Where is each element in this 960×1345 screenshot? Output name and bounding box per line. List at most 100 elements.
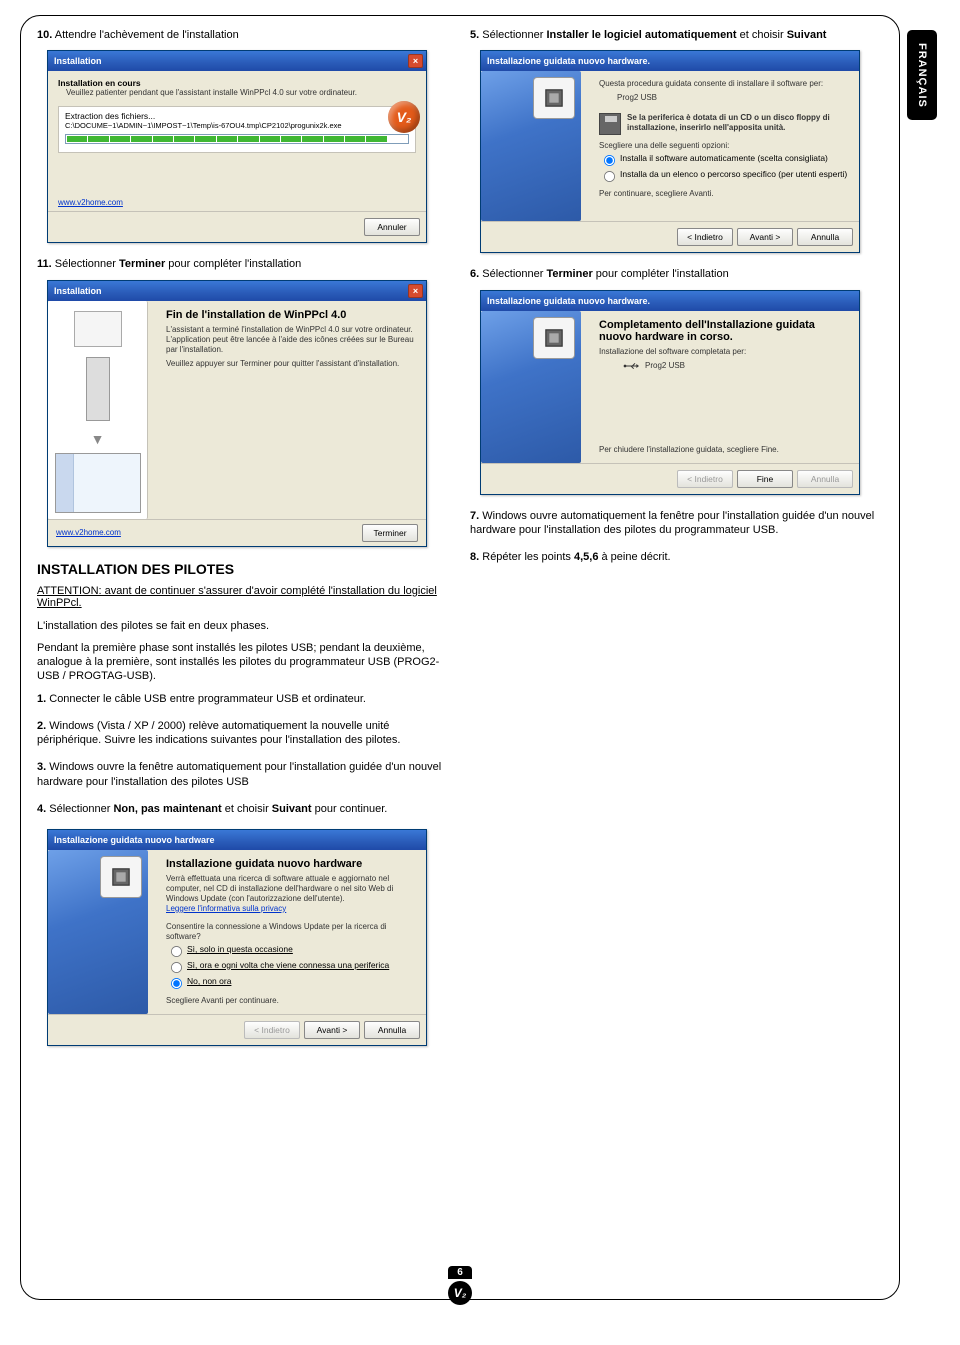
radio-auto[interactable]: Installa il software automaticamente (sc… (603, 153, 849, 167)
close-icon[interactable]: × (408, 284, 423, 298)
choose-option: Scegliere una delle seguenti opzioni: (599, 141, 849, 151)
install-header: Installation en cours (58, 78, 416, 88)
hardware-icon (533, 317, 575, 359)
right-column: 5. Sélectionner Installer le logiciel au… (470, 28, 883, 1060)
back-button: < Indietro (677, 470, 733, 488)
install-progress-dialog: Installation × V₂ Installation en cours … (47, 50, 427, 243)
done-heading: Completamento dell'Installazione guidata… (599, 319, 849, 343)
finish-heading: Fin de l'installation de WinPPcl 4.0 (166, 309, 416, 321)
device-name: Prog2 USB (645, 361, 685, 371)
hw-wizard-auto-dialog: Installazione guidata nuovo hardware. Qu… (480, 50, 860, 253)
privacy-link[interactable]: Leggere l'informativa sulla privacy (166, 904, 286, 913)
mini-screenshot-icon (55, 453, 141, 513)
cancel-button[interactable]: Annulla (797, 228, 853, 246)
step-text-before: Sélectionner (55, 258, 119, 270)
usb-icon (623, 361, 639, 371)
step-11: 11. Sélectionner Terminer pour compléter… (37, 257, 450, 271)
wiz-heading: Installazione guidata nuovo hardware (166, 858, 416, 870)
dialog-titlebar: Installazione guidata nuovo hardware. (481, 51, 859, 71)
step-number: 11. (37, 258, 52, 270)
columns: 10. Attendre l'achèvement de l'installat… (37, 28, 883, 1060)
device-thumb-icon (74, 311, 122, 347)
hw-wizard-start-dialog: Installazione guidata nuovo hardware Ins… (47, 829, 427, 1046)
usb-device-icon (86, 357, 110, 421)
cancel-button[interactable]: Annuler (364, 218, 420, 236)
dialog-body: ▼ Fin de l'installation de WinPPcl 4.0 L… (48, 301, 426, 519)
radio-option-3[interactable]: No, non ora (170, 976, 416, 990)
next-button[interactable]: Avanti > (304, 1021, 360, 1039)
finish-button[interactable]: Terminer (362, 524, 418, 542)
extract-box: Extraction des fichiers... C:\DOCUME~1\A… (58, 106, 416, 153)
floppy-icon (599, 113, 621, 135)
v2home-link[interactable]: www.v2home.com (56, 528, 121, 537)
wizard-side-panel (481, 311, 581, 463)
step-number: 6. (470, 268, 479, 280)
driver-steps-list-right: 7. Windows ouvre automatiquement la fenê… (470, 509, 883, 566)
step-5: 5. Sélectionner Installer le logiciel au… (470, 28, 883, 42)
extract-path: C:\DOCUME~1\ADMIN~1\IMPOST~1\Temp\is-67O… (65, 121, 409, 130)
install-finish-dialog: Installation × ▼ Fin de l'installation d… (47, 280, 427, 547)
dialog-title: Installazione guidata nuovo hardware (54, 835, 215, 845)
driver-warning: ATTENTION: avant de continuer s'assurer … (37, 585, 450, 609)
dialog-footer: < Indietro Avanti > Annulla (481, 221, 859, 252)
left-column: 10. Attendre l'achèvement de l'installat… (37, 28, 450, 1060)
hardware-icon (533, 77, 575, 119)
list-item: 2. Windows (Vista / XP / 2000) relève au… (37, 719, 450, 749)
dialog-title: Installazione guidata nuovo hardware. (487, 56, 650, 66)
dialog-titlebar: Installation × (48, 281, 426, 301)
language-tab: FRANÇAIS (907, 30, 937, 120)
page-frame: FRANÇAIS 10. Attendre l'achèvement de l'… (20, 15, 900, 1300)
dialog-body: Installazione guidata nuovo hardware Ver… (48, 850, 426, 1014)
dialog-body: Completamento dell'Installazione guidata… (481, 311, 859, 463)
dialog-footer: < Indietro Fine Annulla (481, 463, 859, 494)
dialog-title: Installation (54, 56, 102, 66)
wizard-side-panel: ▼ (48, 301, 148, 519)
wiz-intro: Verrà effettuata una ricerca di software… (166, 874, 416, 904)
consent-question: Consentire la connessione a Windows Upda… (166, 922, 416, 942)
wizard-content: Questa procedura guidata consente di ins… (589, 71, 859, 221)
next-button[interactable]: Avanti > (737, 228, 793, 246)
dialog-footer: Annuler (48, 211, 426, 242)
step-bold: Terminer (119, 258, 165, 270)
finish-body-1: L'assistant a terminé l'installation de … (166, 325, 416, 355)
list-item: 7. Windows ouvre automatiquement la fenê… (470, 509, 883, 539)
done-text: Installazione del software completata pe… (599, 347, 849, 357)
dialog-body: Questa procedura guidata consente di ins… (481, 71, 859, 221)
list-item: 3. Windows ouvre la fenêtre automatiquem… (37, 760, 450, 790)
plus-icon: ▼ (54, 431, 141, 447)
page-footer: 6 V₂ (448, 1266, 472, 1305)
hw-wizard-done-dialog: Installazione guidata nuovo hardware. Co… (480, 290, 860, 495)
wizard-side-panel (481, 71, 581, 221)
back-button[interactable]: < Indietro (677, 228, 733, 246)
step-number: 5. (470, 29, 479, 41)
cancel-button: Annulla (797, 470, 853, 488)
v2home-link[interactable]: www.v2home.com (58, 198, 123, 207)
driver-steps-list: 1. Connecter le câble USB entre programm… (37, 692, 450, 817)
close-icon[interactable]: × (408, 54, 423, 68)
cancel-button[interactable]: Annulla (364, 1021, 420, 1039)
radio-manual[interactable]: Installa da un elenco o percorso specifi… (603, 169, 849, 183)
driver-intro-1: L'installation des pilotes se fait en de… (37, 619, 450, 633)
step-text-after: pour compléter l'installation (165, 258, 301, 270)
step-text: Attendre l'achèvement de l'installation (55, 29, 239, 41)
radio-option-2[interactable]: Sì, ora e ogni volta che viene connessa … (170, 960, 416, 974)
next-hint: Per continuare, scegliere Avanti. (599, 189, 849, 199)
language-tab-label: FRANÇAIS (916, 43, 928, 108)
step-number: 10. (37, 29, 52, 41)
device-name: Prog2 USB (599, 89, 849, 107)
floppy-hint: Se la periferica è dotata di un CD o un … (599, 113, 849, 135)
dialog-body: V₂ Installation en cours Veuillez patien… (48, 71, 426, 211)
radio-option-1[interactable]: Sì, solo in questa occasione (170, 944, 416, 958)
wizard-content: Fin de l'installation de WinPPcl 4.0 L'a… (156, 301, 426, 519)
proc-text: Questa procedura guidata consente di ins… (599, 79, 849, 89)
dialog-title: Installation (54, 286, 102, 296)
hardware-icon (100, 856, 142, 898)
driver-intro-2: Pendant la première phase sont installés… (37, 641, 450, 684)
wizard-content: Completamento dell'Installazione guidata… (589, 311, 859, 463)
chip-icon (540, 84, 568, 112)
fine-button[interactable]: Fine (737, 470, 793, 488)
dialog-titlebar: Installazione guidata nuovo hardware (48, 830, 426, 850)
wizard-side-panel (48, 850, 148, 1014)
next-hint: Scegliere Avanti per continuare. (166, 996, 416, 1006)
step-6: 6. Sélectionner Terminer pour compléter … (470, 267, 883, 281)
